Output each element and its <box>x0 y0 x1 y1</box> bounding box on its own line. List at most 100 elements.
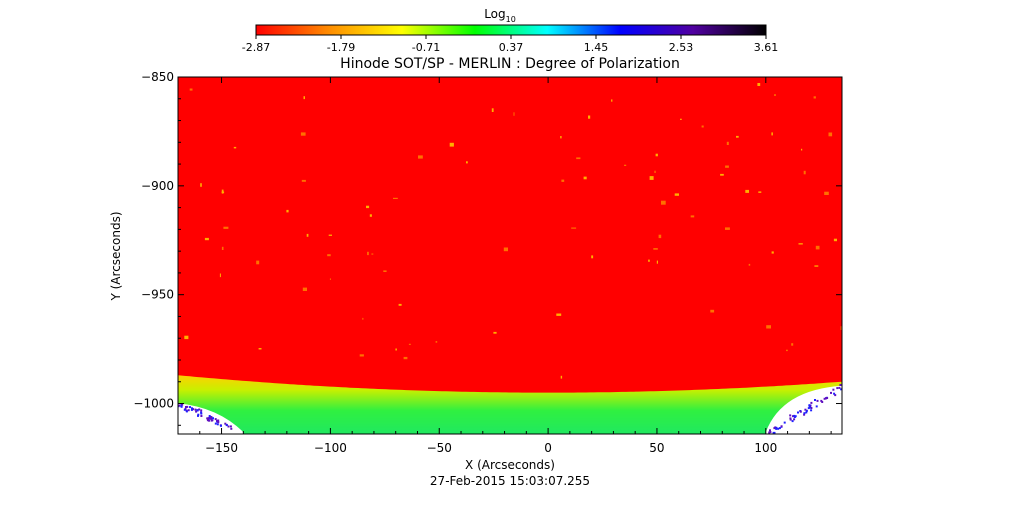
speckle <box>398 303 402 306</box>
edge-pixel <box>225 424 228 427</box>
colorbar-label-sub: 10 <box>506 15 516 24</box>
speckle <box>491 108 494 112</box>
edge-pixel <box>834 394 837 397</box>
edge-pixel <box>770 435 772 437</box>
edge-pixel <box>207 418 210 420</box>
speckle <box>393 197 398 199</box>
speckle <box>184 335 189 340</box>
edge-pixel <box>836 387 839 390</box>
edge-pixel <box>773 427 776 430</box>
edge-pixel <box>821 401 824 403</box>
edge-pixel <box>200 415 203 417</box>
edge-pixel <box>214 418 217 421</box>
edge-pixel <box>190 408 193 411</box>
edge-pixel <box>840 388 842 391</box>
speckle <box>560 136 562 139</box>
speckle <box>771 251 774 254</box>
speckle <box>395 348 397 351</box>
speckle <box>648 259 650 262</box>
speckle <box>371 253 374 255</box>
speckle <box>840 326 842 330</box>
speckle <box>300 132 306 136</box>
edge-pixel <box>794 415 797 418</box>
speckle <box>649 176 654 180</box>
edge-pixel <box>804 408 807 411</box>
speckle <box>466 161 468 164</box>
speckle <box>813 96 816 99</box>
edge-pixel <box>789 417 792 420</box>
speckle <box>221 189 224 194</box>
speckle <box>560 375 563 379</box>
colorbar-tick-label: 2.53 <box>669 41 694 54</box>
edge-pixel <box>198 408 201 411</box>
edge-pixel <box>839 384 842 386</box>
speckle <box>327 254 331 257</box>
y-tick-label: −850 <box>141 70 174 84</box>
speckle <box>656 260 658 264</box>
speckle <box>435 341 438 343</box>
x-tick-label: −100 <box>314 441 347 455</box>
colorbar-tick-label: 1.45 <box>584 41 609 54</box>
x-axis: −150 −100 −50 0 50 100 <box>199 77 832 455</box>
edge-pixel <box>185 410 188 413</box>
speckle <box>503 247 508 252</box>
speckle <box>418 155 423 159</box>
y-axis-label: Y (Arcseconds) <box>109 211 123 301</box>
x-axis-label: X (Arcseconds) <box>465 458 555 472</box>
colorbar-label-main: Log <box>484 7 505 21</box>
speckle <box>513 112 515 116</box>
speckle <box>814 265 819 267</box>
speckle <box>815 245 820 250</box>
speckle <box>726 141 729 145</box>
speckle <box>303 96 305 100</box>
edge-pixel <box>805 409 808 412</box>
edge-pixel <box>178 404 181 407</box>
speckle <box>736 135 739 138</box>
edge-pixel <box>210 419 213 422</box>
edge-pixel <box>195 410 198 413</box>
y-axis: −850 −900 −950 −1000 <box>133 70 842 426</box>
edge-pixel <box>845 387 847 389</box>
edge-pixel <box>809 406 811 409</box>
edge-pixel <box>183 408 186 411</box>
edge-pixel <box>200 411 203 414</box>
speckle <box>771 132 773 136</box>
edge-pixel <box>181 403 184 406</box>
edge-pixel <box>214 422 217 425</box>
speckle <box>748 263 751 266</box>
speckle <box>362 317 364 320</box>
speckle <box>561 179 565 182</box>
edge-pixel <box>769 431 772 434</box>
x-tick-label: 100 <box>754 441 777 455</box>
edge-pixel <box>803 412 806 415</box>
edge-pixel <box>212 417 214 420</box>
edge-pixel <box>209 416 212 419</box>
speckle <box>233 146 237 149</box>
speckle <box>690 215 695 218</box>
x-tick-label: −50 <box>427 441 452 455</box>
plot-frame <box>177 76 843 435</box>
speckle <box>824 191 829 195</box>
edge-pixel <box>793 414 796 417</box>
ondisk-region <box>178 77 842 434</box>
speckle <box>720 173 724 176</box>
speckle <box>624 164 627 166</box>
edge-pixel <box>808 404 811 407</box>
edge-pixel <box>186 405 189 408</box>
speckle <box>189 88 193 91</box>
edge-pixel <box>220 424 222 427</box>
edge-pixel <box>814 399 816 401</box>
speckle <box>221 246 224 250</box>
speckle <box>786 349 788 352</box>
speckle <box>408 343 411 345</box>
speckle <box>286 209 289 213</box>
y-tick-label: −900 <box>141 179 174 193</box>
y-tick-label: −950 <box>141 288 174 302</box>
speckle <box>204 237 209 241</box>
speckle <box>256 260 260 265</box>
speckle <box>833 238 837 242</box>
edge-pixel <box>805 411 808 414</box>
speckle <box>591 255 594 259</box>
colorbar-tick-label: 0.37 <box>499 41 524 54</box>
